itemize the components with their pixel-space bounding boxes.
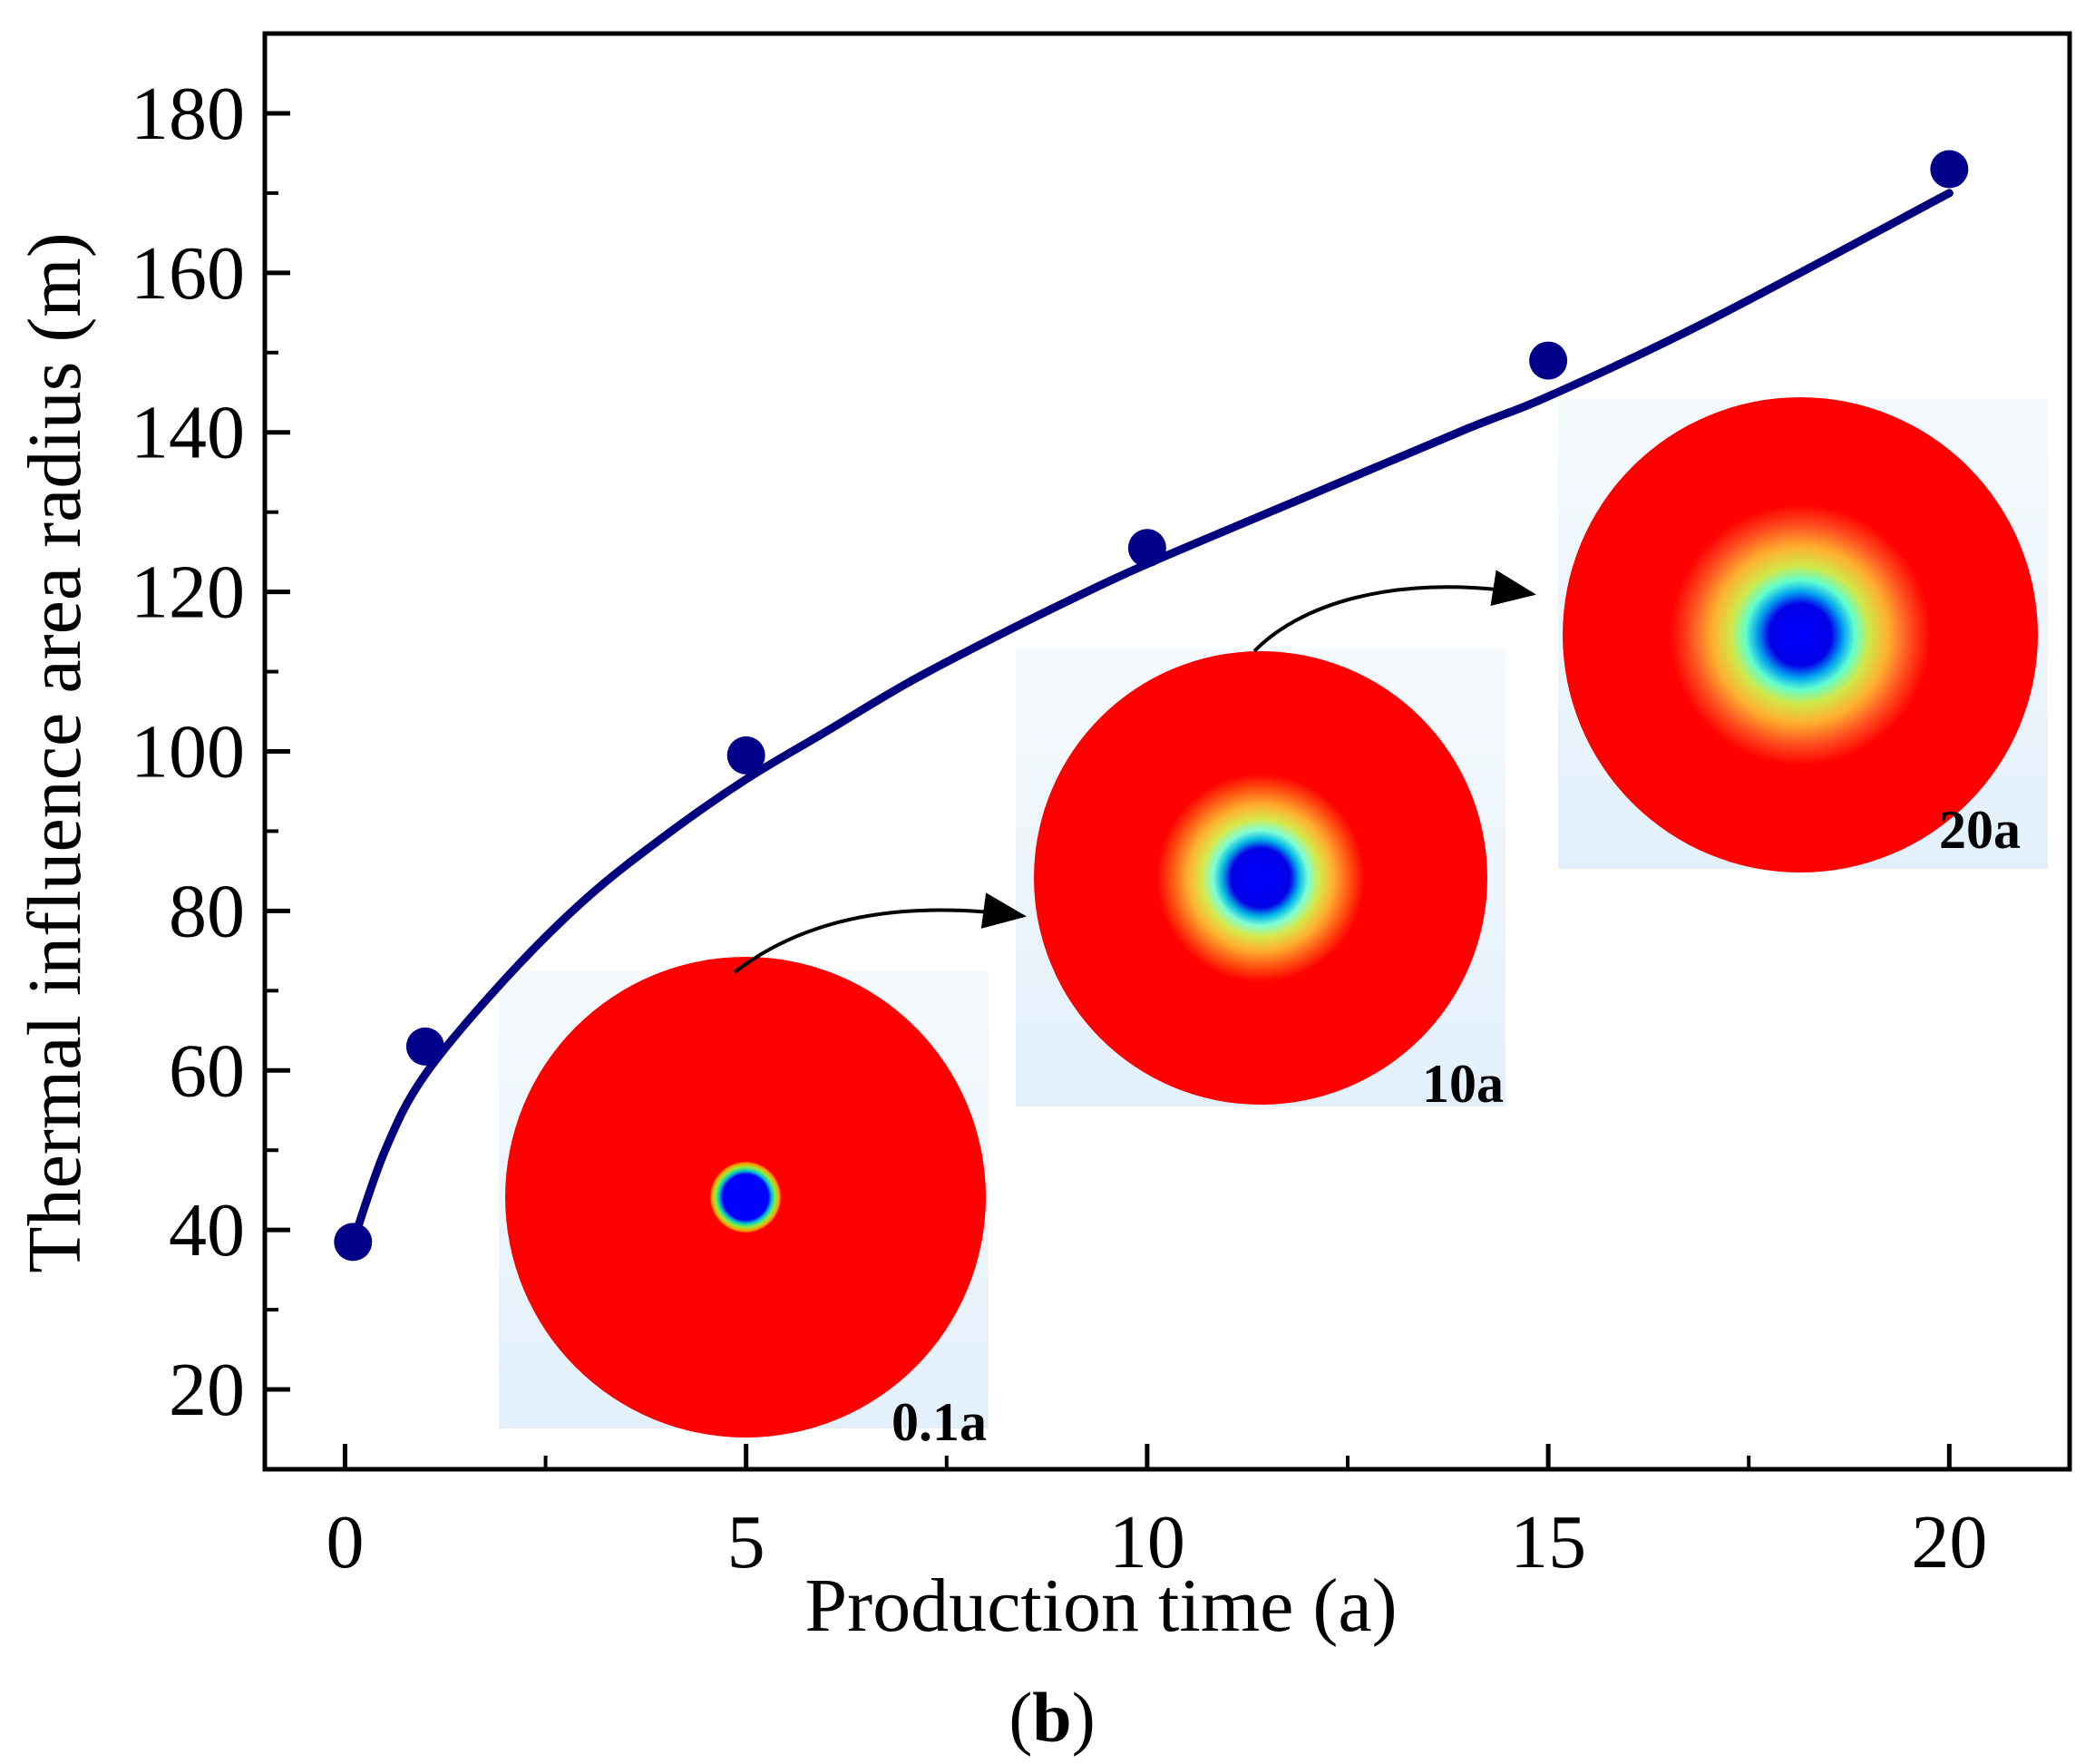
inset-label-20a: 20a [1939, 800, 2021, 860]
inset-10a: 10a [1016, 648, 1505, 1114]
data-point [405, 1027, 444, 1066]
y-tick-label: 80 [169, 869, 245, 953]
y-tick-label: 20 [169, 1348, 245, 1432]
inset-0-1a: 0.1a [499, 957, 989, 1452]
y-tick-label: 40 [169, 1188, 245, 1272]
panel-label: (b) [1009, 1678, 1095, 1757]
arrow-10a-to-20a [1252, 570, 1536, 653]
y-tick-label: 180 [131, 72, 245, 156]
data-point [1127, 529, 1166, 568]
y-axis: 20 40 60 80 100 120 140 160 180 [131, 72, 290, 1432]
data-point [726, 736, 765, 775]
x-axis-label: Production time (a) [804, 1564, 1397, 1648]
arrow-0-1a-to-10a [733, 892, 1027, 974]
inset-20a: 20a [1558, 397, 2048, 872]
fit-curve-line [348, 189, 1954, 1246]
y-axis-label: Thermal influence area radius (m) [13, 232, 97, 1272]
y-tick-label: 120 [131, 551, 245, 635]
inset-label-0-1a: 0.1a [892, 1392, 987, 1452]
y-tick-label: 160 [131, 231, 245, 316]
y-tick-label: 100 [131, 710, 245, 794]
data-point [1930, 150, 1969, 189]
x-tick-label: 15 [1510, 1500, 1586, 1584]
data-point [334, 1223, 373, 1262]
x-axis: 0 5 10 15 20 [326, 1444, 1987, 1584]
y-tick-label: 140 [131, 391, 245, 475]
data-points [334, 150, 1969, 1262]
x-tick-label: 0 [326, 1500, 364, 1584]
temperature-disk-20a [1563, 397, 2038, 872]
temperature-disk-0-1a [505, 957, 986, 1438]
inset-label-10a: 10a [1422, 1054, 1504, 1114]
y-tick-label: 60 [169, 1028, 245, 1113]
x-tick-label: 10 [1109, 1500, 1185, 1584]
x-tick-label: 20 [1911, 1500, 1987, 1584]
panel-letter: b [1032, 1678, 1071, 1757]
data-point [1529, 341, 1568, 380]
x-tick-label: 5 [727, 1500, 765, 1584]
temperature-disk-10a [1034, 651, 1487, 1105]
